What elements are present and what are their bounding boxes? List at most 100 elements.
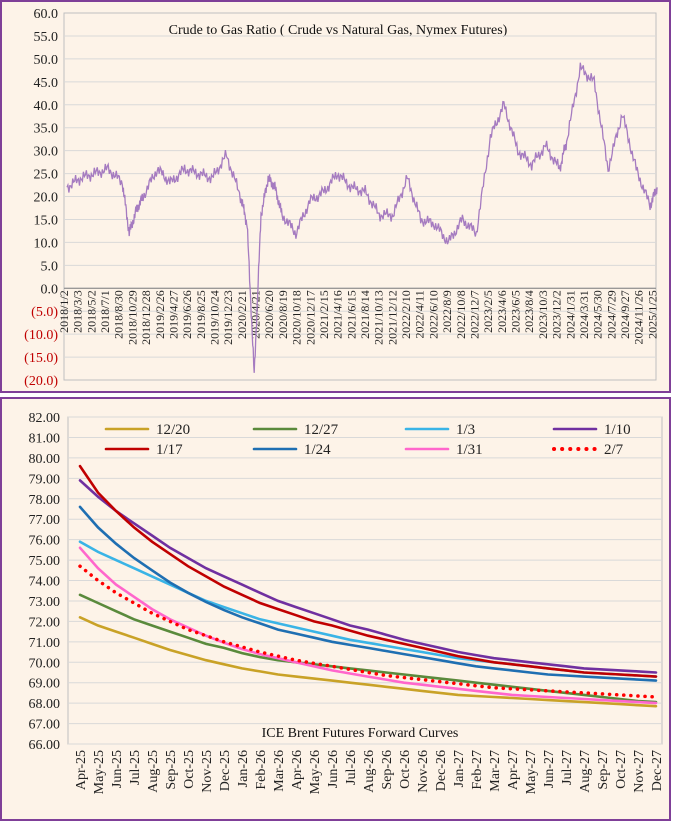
x-tick-label: 2024/1/31: [563, 290, 577, 339]
y-tick-label: 45.0: [34, 76, 59, 91]
x-tick-label: 2025/1/25: [645, 290, 659, 339]
x-tick-label: 2018/7/1: [98, 290, 112, 333]
x-tick-label: Mar-27: [488, 750, 503, 792]
x-tick-label: Nov-25: [200, 750, 215, 793]
y-tick-label: 79.00: [29, 472, 61, 487]
x-tick-label: Jul-26: [344, 750, 359, 785]
x-tick-label: Aug-25: [146, 750, 161, 793]
x-tick-label: 2019/10/24: [208, 290, 222, 345]
brent-forward-curves-svg: ICE Brent Futures Forward Curves 82.00 81…: [2, 399, 669, 819]
x-tick-label: Nov-26: [416, 750, 431, 793]
x-tick-label: Apr-26: [290, 750, 305, 790]
x-tick-label: 2020/2/21: [235, 290, 249, 339]
y-tick-label: 50.0: [34, 53, 59, 68]
series-line-1-24: [80, 507, 656, 681]
x-tick-label: 2024/3/31: [577, 290, 591, 339]
x-tick-label: Feb-27: [470, 750, 485, 790]
x-tick-label: 2022/10/8: [454, 290, 468, 339]
x-tick-label: Sep-26: [380, 750, 395, 790]
y-tick-label: 70.00: [29, 656, 61, 671]
y-tick-label: 68.00: [29, 697, 61, 712]
y-tick-label: 71.00: [29, 636, 61, 651]
x-tick-label: 2020/12/17: [303, 290, 317, 345]
y-tick-label: 15.0: [34, 213, 59, 228]
y-tick-label: 55.0: [34, 30, 59, 45]
y-tick-label: 80.00: [29, 452, 61, 467]
x-tick-label: 2021/4/16: [331, 290, 345, 339]
series-line-1-31: [80, 548, 656, 703]
x-tick-label: 2022/12/7: [467, 290, 481, 339]
y-tick-label: 66.00: [29, 738, 61, 753]
legend-label: 1/17: [156, 442, 183, 458]
brent-forward-curves-chart: ICE Brent Futures Forward Curves 82.00 81…: [0, 397, 671, 821]
y-tick-label: (5.0): [31, 305, 58, 320]
y-tick-label: 76.00: [29, 534, 61, 549]
x-tick-label: 2019/12/23: [221, 290, 235, 345]
legend-label: 1/24: [304, 442, 331, 458]
x-tick-label: 2023/8/4: [522, 290, 536, 333]
x-tick-label: 2023/2/5: [481, 290, 495, 333]
chart-title: ICE Brent Futures Forward Curves: [262, 726, 459, 741]
legend-label: 1/3: [456, 422, 475, 438]
x-tick-label: 2018/12/28: [139, 290, 153, 345]
x-tick-label: 2023/6/5: [509, 290, 523, 333]
x-tick-label: Dec-27: [650, 750, 665, 791]
legend-label: 1/10: [604, 422, 631, 438]
y-tick-label: 78.00: [29, 493, 61, 508]
x-tick-label: 2021/6/15: [344, 290, 358, 339]
x-tick-label: Jun-26: [326, 750, 341, 788]
x-tick-label: Mar-26: [272, 750, 287, 792]
x-tick-label: 2020/8/19: [276, 290, 290, 339]
y-tick-label: (10.0): [24, 328, 58, 343]
x-tick-label: Feb-26: [254, 750, 269, 790]
x-tick-label: Oct-26: [398, 750, 413, 789]
x-tick-label: 2024/11/26: [632, 290, 646, 344]
y-tick-label: 75.00: [29, 554, 61, 569]
y-tick-label: 67.00: [29, 718, 61, 733]
x-tick-label: 2022/2/10: [399, 290, 413, 339]
x-tick-label: 2018/3/3: [71, 290, 85, 333]
series-line-1-3: [80, 542, 656, 677]
x-tick-label: Jun-25: [110, 750, 125, 788]
x-tick-label: 2021/8/14: [358, 290, 372, 339]
x-tick-label: May-27: [524, 750, 539, 794]
y-tick-label: 25.0: [34, 168, 59, 183]
y-tick-label: 72.00: [29, 615, 61, 630]
x-tick-label: 2018/1/2: [57, 290, 71, 333]
x-tick-label: 2022/8/9: [440, 290, 454, 333]
x-tick-label: Oct-25: [182, 750, 197, 789]
legend-label: 1/31: [456, 442, 483, 458]
x-tick-label: Sep-25: [164, 750, 179, 790]
x-tick-label: 2021/12/12: [385, 290, 399, 345]
x-tick-label: Jul-27: [560, 750, 575, 785]
x-tick-label: 2018/10/29: [125, 290, 139, 345]
x-tick-label: Jun-27: [542, 750, 557, 788]
x-tick-label: 2020/10/18: [290, 290, 304, 345]
y-tick-label: 0.0: [41, 282, 59, 297]
x-tick-label: 2019/8/25: [194, 290, 208, 339]
x-tick-label: 2022/6/10: [426, 290, 440, 339]
crude-to-gas-ratio-chart: Crude to Gas Ratio ( Crude vs Natural Ga…: [0, 0, 671, 393]
x-tick-label: 2020/6/20: [262, 290, 276, 339]
x-tick-label: 2024/7/29: [604, 290, 618, 339]
x-tick-label: Sep-27: [596, 750, 611, 790]
x-tick-label: 2019/2/26: [153, 290, 167, 339]
y-tick-label: 40.0: [34, 99, 59, 114]
x-tick-label: 2024/9/27: [618, 290, 632, 339]
y-tick-label: 74.00: [29, 575, 61, 590]
crude-to-gas-ratio-svg: Crude to Gas Ratio ( Crude vs Natural Ga…: [2, 2, 669, 391]
y-tick-label: 60.0: [34, 7, 59, 22]
y-tick-label: 82.00: [29, 411, 61, 426]
x-tick-label: 2019/4/27: [166, 290, 180, 339]
y-tick-label: 73.00: [29, 595, 61, 610]
x-tick-label: Aug-26: [362, 750, 377, 793]
x-tick-label: Dec-26: [434, 750, 449, 791]
x-tick-label: Jan-27: [452, 750, 467, 787]
x-tick-label: 2022/4/11: [413, 290, 427, 338]
x-tick-label: 2021/2/15: [317, 290, 331, 339]
y-tick-label: 30.0: [34, 145, 59, 160]
x-tick-label: May-26: [308, 750, 323, 794]
legend-label: 12/27: [304, 422, 339, 438]
x-tick-label: 2023/10/3: [536, 290, 550, 339]
y-tick-label: 5.0: [41, 259, 59, 274]
